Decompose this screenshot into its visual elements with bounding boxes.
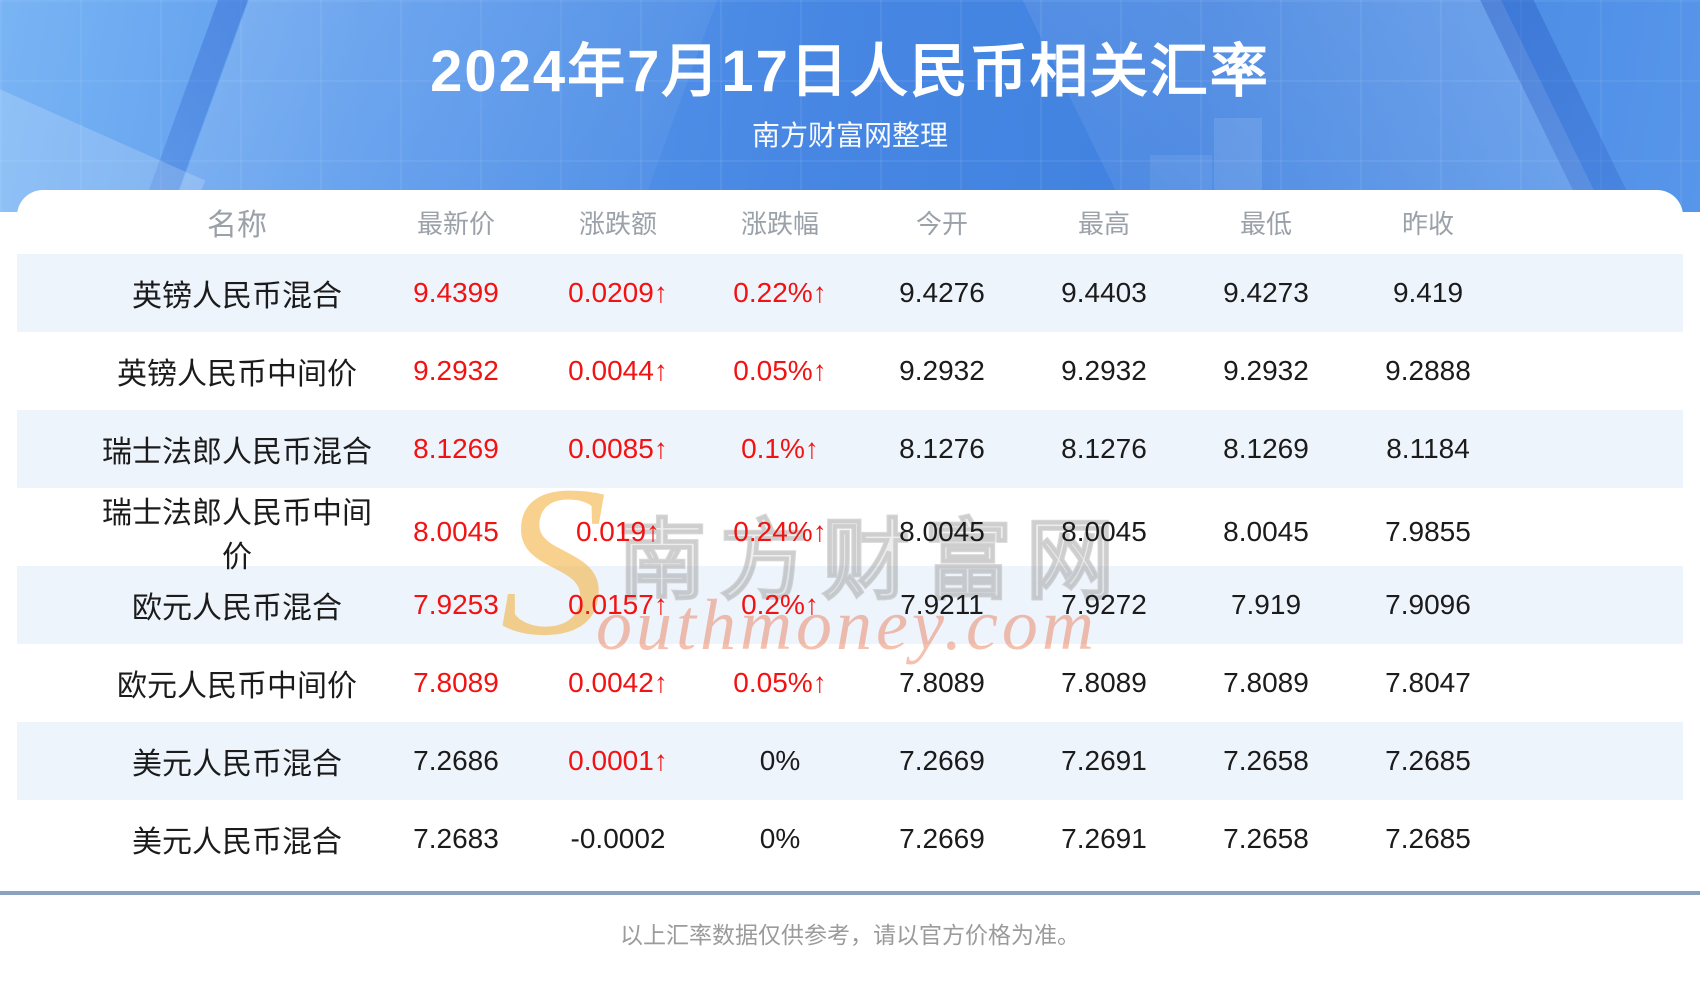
cell-prev-close: 7.9855 (1385, 516, 1471, 547)
cell-latest-price: 7.2683 (413, 823, 499, 854)
cell-change-percent: 0% (759, 823, 801, 854)
footer-divider (0, 891, 1700, 895)
cell-high: 7.2691 (1061, 823, 1147, 854)
column-header-prev-close: 昨收 (1401, 208, 1454, 239)
cell-open: 7.2669 (899, 823, 985, 854)
cell-latest-price: 7.9253 (413, 589, 499, 620)
table-row: 英镑人民币混合 9.4399 0.0209↑ 0.22%↑ 9.4276 9.4403 9.… (17, 254, 1683, 332)
cell-change-amount: 0.0157↑ (568, 589, 668, 620)
cell-change-amount: 0.0042↑ (568, 667, 668, 698)
cell-low: 7.2658 (1223, 823, 1309, 854)
currency-pair-name: 欧元人民币混合 (132, 592, 342, 625)
cell-change-amount: -0.0002 (570, 823, 666, 854)
cell-prev-close: 7.9096 (1385, 589, 1471, 620)
cell-high: 7.2691 (1061, 745, 1147, 776)
page-title: 2024年7月17日人民币相关汇率 (430, 39, 1270, 104)
cell-open: 8.0045 (899, 516, 985, 547)
cell-change-amount: 0.0085↑ (568, 433, 668, 464)
cell-latest-price: 7.8089 (413, 667, 499, 698)
cell-open: 7.8089 (899, 667, 985, 698)
cell-low: 8.0045 (1223, 516, 1309, 547)
currency-pair-name: 瑞士法郎人民币混合 (102, 436, 372, 469)
cell-prev-close: 7.2685 (1385, 823, 1471, 854)
cell-change-percent: 0.05%↑ (733, 667, 827, 698)
cell-prev-close: 7.2685 (1385, 745, 1471, 776)
header-banner: 2024年7月17日人民币相关汇率 南方财富网整理 (0, 0, 1700, 212)
cell-prev-close: 9.2888 (1385, 355, 1471, 386)
currency-pair-name: 欧元人民币中间价 (117, 670, 357, 703)
cell-latest-price: 8.0045 (413, 516, 499, 547)
cell-open: 7.2669 (899, 745, 985, 776)
cell-high: 8.0045 (1061, 516, 1147, 547)
table-row: 瑞士法郎人民币中间价 8.0045 0.019↑ 0.24%↑ 8.0045 8.0045… (17, 488, 1683, 574)
cell-change-percent: 0.2%↑ (741, 589, 819, 620)
cell-low: 8.1269 (1223, 433, 1309, 464)
cell-change-amount: 0.019↑ (575, 516, 661, 547)
cell-high: 7.9272 (1061, 589, 1147, 620)
column-header-high: 最高 (1077, 208, 1130, 239)
page-subtitle: 南方财富网整理 (751, 120, 948, 151)
cell-low: 7.2658 (1223, 745, 1309, 776)
column-header-name: 名称 (207, 209, 267, 242)
cell-low: 7.8089 (1223, 667, 1309, 698)
table-row: 美元人民币混合 7.2683 -0.0002 0% 7.2669 7.2691 7.2658… (17, 800, 1683, 878)
cell-change-percent: 0.24%↑ (733, 516, 827, 547)
table-header-row: 名称 最新价 涨跌额 涨跌幅 今开 最高 最低 昨收 (17, 190, 1683, 254)
cell-prev-close: 7.8047 (1385, 667, 1471, 698)
table-row: 欧元人民币混合 7.9253 0.0157↑ 0.2%↑ 7.9211 7.9272 7.9… (17, 566, 1683, 644)
cell-high: 7.8089 (1061, 667, 1147, 698)
cell-latest-price: 8.1269 (413, 433, 499, 464)
currency-pair-name: 美元人民币混合 (132, 748, 342, 781)
cell-change-amount: 0.0044↑ (568, 355, 668, 386)
currency-pair-name: 美元人民币混合 (132, 826, 342, 859)
table-row: 英镑人民币中间价 9.2932 0.0044↑ 0.05%↑ 9.2932 9.2932 9… (17, 332, 1683, 410)
footer-note: 以上汇率数据仅供参考，请以官方价格为准。 (620, 922, 1080, 948)
cell-low: 7.919 (1230, 589, 1302, 620)
cell-change-percent: 0.05%↑ (733, 355, 827, 386)
cell-open: 9.4276 (899, 277, 985, 308)
cell-low: 9.2932 (1223, 355, 1309, 386)
cell-open: 8.1276 (899, 433, 985, 464)
table-row: 瑞士法郎人民币混合 8.1269 0.0085↑ 0.1%↑ 8.1276 8.1276 8… (17, 410, 1683, 488)
cell-change-amount: 0.0209↑ (568, 277, 668, 308)
cell-prev-close: 8.1184 (1386, 433, 1470, 464)
cell-change-amount: 0.0001↑ (568, 745, 668, 776)
table-row: 美元人民币混合 7.2686 0.0001↑ 0% 7.2669 7.2691 7.2658… (17, 722, 1683, 800)
cell-change-percent: 0% (759, 745, 801, 776)
table-body: 英镑人民币混合 9.4399 0.0209↑ 0.22%↑ 9.4276 9.4403 9.… (17, 254, 1683, 878)
cell-change-percent: 0.22%↑ (733, 277, 827, 308)
currency-pair-name: 瑞士法郎人民币中间价 (102, 497, 372, 574)
cell-prev-close: 9.419 (1392, 277, 1464, 308)
currency-pair-name: 英镑人民币中间价 (117, 358, 357, 391)
rates-table-card: 名称 最新价 涨跌额 涨跌幅 今开 最高 最低 昨收 英镑人民币混合 9.4399… (17, 190, 1683, 1000)
cell-open: 9.2932 (899, 355, 985, 386)
column-header-low: 最低 (1239, 208, 1292, 239)
cell-latest-price: 9.2932 (413, 355, 499, 386)
cell-latest-price: 9.4399 (413, 277, 499, 308)
column-header-open: 今开 (915, 208, 968, 239)
cell-change-percent: 0.1%↑ (741, 433, 819, 464)
cell-low: 9.4273 (1223, 277, 1309, 308)
column-header-change-percent: 涨跌幅 (740, 208, 819, 239)
column-header-latest-price: 最新价 (416, 208, 495, 239)
currency-pair-name: 英镑人民币混合 (132, 280, 342, 313)
cell-high: 9.4403 (1061, 277, 1147, 308)
cell-open: 7.9211 (900, 589, 984, 620)
table-row: 欧元人民币中间价 7.8089 0.0042↑ 0.05%↑ 7.8089 7.8089 7… (17, 644, 1683, 722)
cell-high: 9.2932 (1061, 355, 1147, 386)
column-header-change-amount: 涨跌额 (578, 208, 657, 239)
cell-latest-price: 7.2686 (413, 745, 499, 776)
cell-high: 8.1276 (1061, 433, 1147, 464)
